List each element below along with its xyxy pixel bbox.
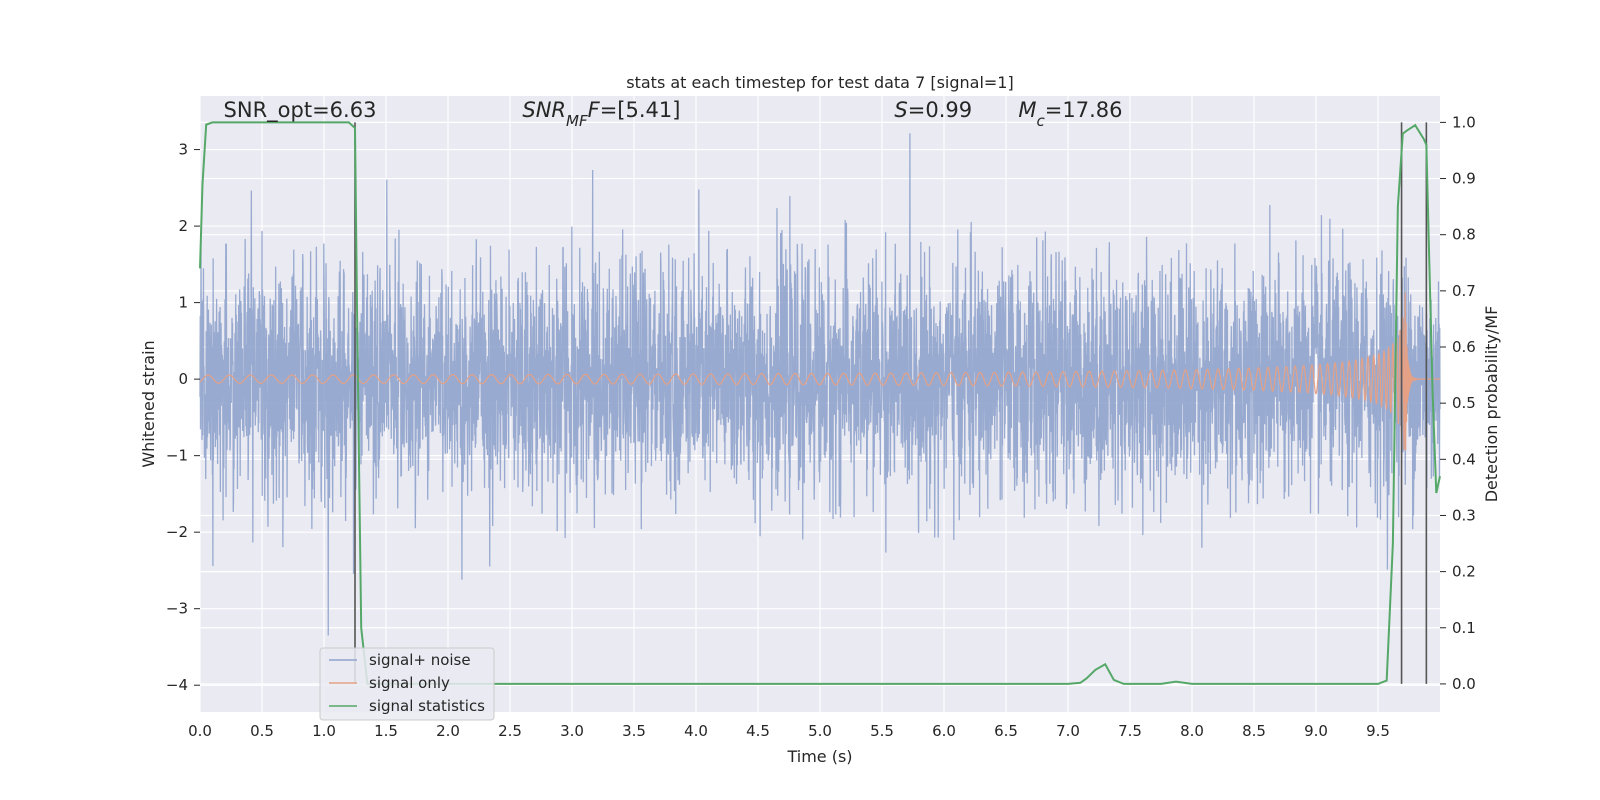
series-line-signal-plus-noise — [199, 133, 1441, 636]
x-tick-label: 7.0 — [1056, 722, 1080, 740]
chart-title: stats at each timestep for test data 7 [… — [626, 73, 1013, 92]
x-tick-label: 2.0 — [436, 722, 460, 740]
x-tick-label: 4.5 — [746, 722, 770, 740]
x-tick-label: 8.0 — [1180, 722, 1204, 740]
y-tick-label: −3 — [166, 600, 188, 618]
stat-annotation: SNR_opt=6.63 — [224, 98, 377, 123]
series-line-signal-statistics — [199, 121, 1441, 685]
y-tick-label: −4 — [166, 676, 188, 694]
x-tick-label: 6.5 — [994, 722, 1018, 740]
y2-tick-label: 0.4 — [1452, 450, 1476, 468]
y2-tick-label: 0.8 — [1452, 226, 1476, 244]
y-axis-label: Whitened strain — [139, 340, 158, 467]
y-tick-label: 2 — [178, 217, 188, 235]
plot-area — [199, 96, 1441, 712]
x-tick-label: 4.0 — [684, 722, 708, 740]
y-tick-label: 1 — [178, 294, 188, 312]
y-tick-label: 0 — [178, 370, 188, 388]
x-tick-label: 1.0 — [312, 722, 336, 740]
annotations: SNR_opt=6.63 SNRMFF=[5.41] S=0.99 Mc=17.86 — [224, 98, 1123, 130]
series-signal-only — [199, 292, 1440, 451]
y2-axis-label: Detection probability/MF — [1482, 306, 1501, 503]
x-tick-label: 8.5 — [1242, 722, 1266, 740]
y-axis-ticks: −4 −3 −2 −1 0 1 2 3 — [166, 141, 200, 694]
y2-tick-label: 0.3 — [1452, 506, 1476, 524]
stat-annotation: S=0.99 — [894, 98, 972, 122]
y-tick-label: −2 — [166, 523, 188, 541]
legend: signal+ noise signal only signal statist… — [319, 647, 495, 721]
stat-annotation: Mc=17.86 — [1018, 98, 1122, 130]
y2-tick-label: 0.9 — [1452, 170, 1476, 188]
x-tick-label: 5.0 — [808, 722, 832, 740]
x-tick-label: 0.5 — [250, 722, 274, 740]
series-signal-statistics — [199, 121, 1441, 685]
y2-tick-label: 0.6 — [1452, 338, 1476, 356]
y2-tick-label: 0.1 — [1452, 619, 1476, 637]
x-tick-label: 9.5 — [1366, 722, 1390, 740]
x-tick-label: 6.0 — [932, 722, 956, 740]
x-axis-ticks: 0.0 0.5 1.0 1.5 2.0 2.5 3.0 3.5 4.0 4.5 5.0 5.5 6.0 6… — [188, 722, 1390, 740]
y-tick-label: 3 — [178, 141, 188, 159]
x-tick-label: 2.5 — [498, 722, 522, 740]
x-tick-label: 3.0 — [560, 722, 584, 740]
x-tick-label: 5.5 — [870, 722, 894, 740]
y2-axis-ticks: 0.0 0.1 0.2 0.3 0.4 0.5 0.6 0.7 0.8 0.9 1.0 — [1440, 113, 1476, 693]
y2-tick-label: 0.0 — [1452, 675, 1476, 693]
legend-label-signal-only: signal only — [369, 674, 450, 692]
stat-annotation: SNRMFF=[5.41] — [522, 98, 680, 130]
x-tick-label: 1.5 — [374, 722, 398, 740]
series-signal-plus-noise — [199, 133, 1441, 636]
x-tick-label: 7.5 — [1118, 722, 1142, 740]
x-tick-label: 3.5 — [622, 722, 646, 740]
legend-box — [319, 647, 495, 721]
x-tick-label: 9.0 — [1304, 722, 1328, 740]
y2-tick-label: 0.2 — [1452, 563, 1476, 581]
x-tick-label: 0.0 — [188, 722, 212, 740]
series-line-signal-only — [199, 292, 1440, 451]
y-tick-label: −1 — [166, 447, 188, 465]
y2-tick-label: 1.0 — [1452, 113, 1476, 131]
legend-label-signal-statistics: signal statistics — [369, 697, 485, 715]
legend-label-signal-plus-noise: signal+ noise — [369, 651, 471, 669]
x-axis-label: Time (s) — [786, 747, 852, 766]
y2-tick-label: 0.7 — [1452, 282, 1476, 300]
y2-tick-label: 0.5 — [1452, 394, 1476, 412]
